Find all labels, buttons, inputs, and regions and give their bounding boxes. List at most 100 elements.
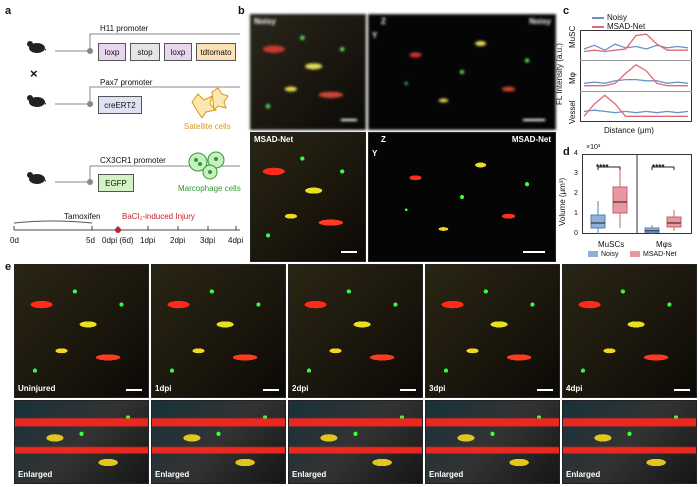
axis-z-label: Z: [381, 17, 386, 26]
timepoint-label: 4dpi: [566, 384, 583, 393]
legend-swatch-noisy: [592, 16, 604, 19]
timepoint-label: 3dpi: [429, 384, 446, 393]
timeline-tick: 3dpi: [200, 236, 216, 245]
egfp-box: EGFP: [98, 174, 134, 192]
d-ytick: 0: [574, 230, 578, 237]
scale-bar: [523, 251, 545, 253]
cx3cr1-promoter-label: CX3CR1 promoter: [100, 156, 166, 165]
timeline-axis: [13, 220, 240, 233]
noisy-3d-image: Noisy: [250, 14, 366, 130]
box-noisy-1: [644, 227, 660, 233]
d-significance: ****: [652, 163, 665, 172]
d-multiplier: ×10³: [586, 144, 601, 151]
legend-item-noisy: Noisy: [592, 13, 627, 22]
enlarged-image: Enlarged: [425, 400, 560, 484]
enlarged-label: Enlarged: [155, 470, 190, 479]
legend-swatch-msad: [592, 25, 604, 28]
d-box-plot: [582, 154, 692, 234]
axis-y-label: Y: [372, 31, 378, 40]
box-noisy-0: [590, 214, 606, 229]
tdtomato-box: tdtomato: [196, 43, 236, 61]
h11-promoter-label: H11 promoter: [100, 24, 149, 33]
panel-a-label: a: [5, 5, 12, 17]
enlarged-image: Enlarged: [562, 400, 697, 484]
timepoint-label: 1dpi: [155, 384, 172, 393]
profile-line-noisy-0: [583, 43, 689, 51]
profile-line-noisy-2: [583, 109, 689, 114]
loxp-box-2: loxp: [164, 43, 192, 61]
panel-b-label: b: [238, 5, 245, 17]
profile-line-msad-1: [584, 64, 688, 87]
enlarged-label: Enlarged: [566, 470, 601, 479]
panel-e-label: e: [5, 261, 12, 273]
axis-z-label: Z: [381, 135, 386, 144]
c-xlabel: Distance (μm): [604, 126, 654, 135]
scale-bar: [674, 389, 690, 391]
significance-bracket: [651, 166, 675, 170]
d-group-label: MuSCs: [598, 240, 625, 249]
enlarged-image: Enlarged: [14, 400, 149, 484]
d-ylabel: Volume (μm³): [558, 177, 567, 226]
timeline-tick: 1dpi: [140, 236, 156, 245]
timeline-tick: 5d: [86, 236, 95, 245]
c-ylabel: FL Intensity (a.u.): [555, 43, 564, 105]
satellite-cells-label: Satellite cells: [184, 122, 231, 131]
profile-line-msad-0: [583, 33, 688, 53]
legend-item-msad: MSAD-Net: [592, 22, 645, 31]
macrophage-cells-icon: [186, 150, 230, 185]
enlarged-label: Enlarged: [292, 470, 327, 479]
cross-symbol: ×: [30, 66, 38, 81]
box-msad-0: [612, 186, 628, 214]
timeline-tick: 0d: [10, 236, 19, 245]
legend-label: MSAD-Net: [643, 251, 677, 258]
timepoint-label: 2dpi: [292, 384, 309, 393]
satellite-cells-icon: [184, 86, 232, 123]
timeline-tick: 4dpi: [228, 236, 244, 245]
legend-swatch-noisy: [588, 251, 598, 258]
msad-2d-image: MSAD-Net Z Y: [368, 132, 556, 262]
profile-line-noisy-1: [583, 78, 689, 84]
c-row-label: MuSC: [568, 25, 577, 48]
panel-a-connectors: [55, 33, 240, 185]
c-row-label: Vessel: [568, 100, 577, 124]
d-legend-noisy: Noisy: [588, 251, 619, 258]
timepoint-image: 3dpi: [425, 264, 560, 398]
c-row-label: Mφ: [568, 72, 577, 84]
legend-label: Noisy: [601, 251, 619, 258]
axis-y-label: Y: [372, 149, 378, 158]
profile-line-msad-2: [583, 94, 688, 117]
timepoint-label: Uninjured: [18, 384, 56, 393]
legend-label: MSAD-Net: [607, 22, 646, 31]
enlarged-image: Enlarged: [288, 400, 423, 484]
timeline-tick: 0dpi (6d): [102, 236, 134, 245]
box-msad-1: [666, 216, 682, 228]
scale-bar: [263, 389, 279, 391]
panel-d-label: d: [563, 146, 570, 158]
d-ytick: 1: [574, 210, 578, 217]
timeline-tick: 2dpi: [170, 236, 186, 245]
timepoint-image: 1dpi: [151, 264, 286, 398]
scale-bar: [400, 389, 416, 391]
macrophage-cells-label: Marcophage cells: [178, 184, 241, 193]
d-ytick: 2: [574, 190, 578, 197]
timepoint-image: 4dpi: [562, 264, 697, 398]
enlarged-image: Enlarged: [151, 400, 286, 484]
noisy-2d-image: Noisy Z Y: [368, 14, 556, 130]
msad-2d-tag: MSAD-Net: [511, 135, 551, 144]
msad-3d-image: MSAD-Net: [250, 132, 366, 262]
c-line-plot: [580, 30, 692, 122]
scale-bar: [126, 389, 142, 391]
timepoint-image: Uninjured: [14, 264, 149, 398]
enlarged-label: Enlarged: [429, 470, 464, 479]
scale-bar: [523, 119, 545, 121]
msad-3d-tag: MSAD-Net: [254, 135, 294, 144]
scale-bar: [341, 119, 357, 121]
pax7-promoter-label: Pax7 promoter: [100, 78, 153, 87]
stop-box: stop: [130, 43, 160, 61]
legend-swatch-msad: [630, 251, 640, 258]
loxp-box-1: loxp: [98, 43, 126, 61]
creert2-box: creERT2: [98, 96, 142, 114]
d-legend-msad: MSAD-Net: [630, 251, 676, 258]
noisy-3d-tag: Noisy: [254, 17, 276, 26]
d-ytick: 3: [574, 170, 578, 177]
